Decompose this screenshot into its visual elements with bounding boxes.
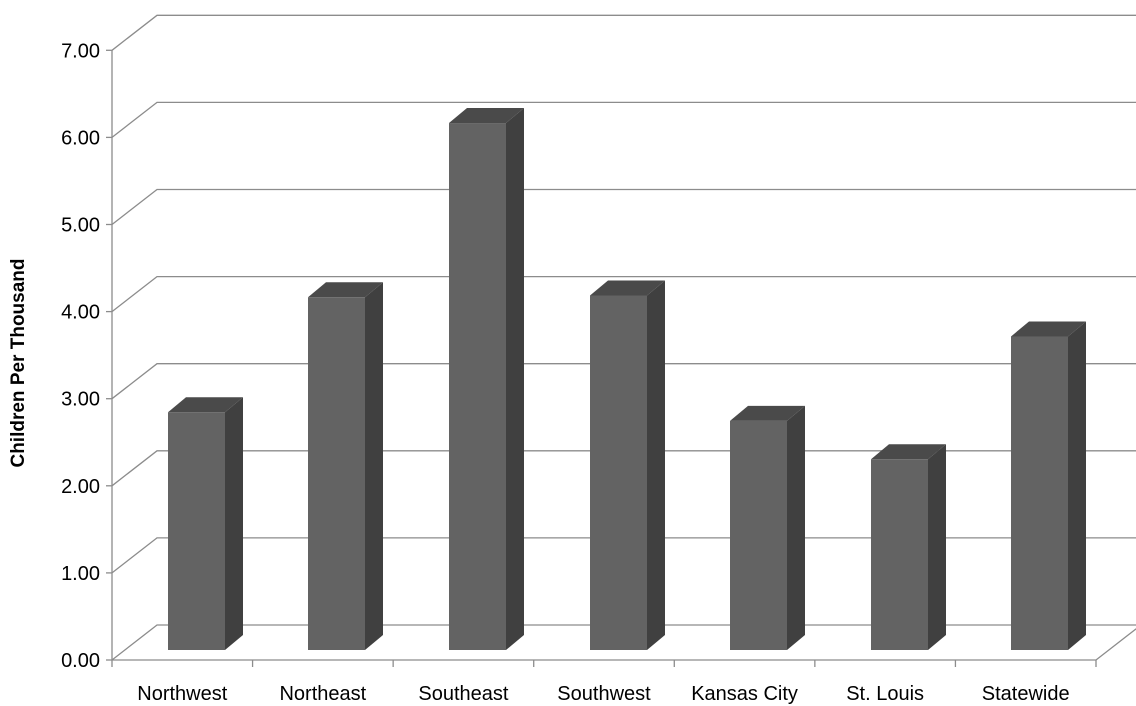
bar-side [928, 444, 946, 650]
x-category-label: Southwest [557, 683, 651, 705]
bar-top [449, 108, 524, 124]
gridline [111, 363, 1136, 400]
bar-top [1011, 321, 1086, 337]
gridline [111, 101, 1136, 138]
bar-front [168, 412, 225, 650]
bar-top [730, 405, 805, 421]
y-tick-labels: 0.00 1.00 2.00 3.00 4.00 5.00 6.00 7.00 [61, 40, 100, 672]
x-category-label: Northeast [279, 683, 366, 705]
gridline [111, 450, 1136, 487]
gridline [111, 14, 1136, 51]
x-category-label: Northwest [137, 683, 227, 705]
bar-top [590, 280, 665, 296]
gridline [111, 275, 1136, 313]
y-tick-label: 1.00 [61, 563, 100, 585]
bar-side [647, 280, 665, 650]
bar-side [365, 282, 383, 650]
bars [168, 108, 1086, 651]
x-category-labels: Northwest Northeast Southeast Southwest Kans… [137, 683, 1069, 705]
y-tick-label: 0.00 [61, 650, 100, 672]
bar-front [730, 420, 787, 650]
bar-front [871, 459, 928, 650]
y-tick-label: 5.00 [61, 215, 100, 237]
bar [449, 108, 524, 651]
bar-front [1011, 336, 1068, 650]
bar [308, 282, 383, 650]
y-tick-label: 4.00 [61, 302, 100, 324]
bar-side [1068, 321, 1086, 650]
bar [871, 444, 946, 650]
bar-top [871, 444, 946, 460]
x-category-label: Kansas City [691, 683, 798, 705]
y-tick-label: 6.00 [61, 127, 100, 149]
x-category-label: Statewide [982, 683, 1070, 705]
y-tick-label: 7.00 [61, 40, 100, 62]
bar [590, 280, 665, 650]
bar [168, 397, 243, 650]
bar-front [449, 123, 506, 651]
bar-side [506, 108, 524, 651]
bar-top [308, 282, 383, 298]
gridline [111, 188, 1136, 226]
y-axis-title: Children Per Thousand [8, 258, 29, 467]
bar-side [787, 405, 805, 650]
gridline [111, 624, 1136, 661]
x-category-label: Southeast [418, 683, 509, 705]
axes [106, 49, 1136, 667]
bar-top [168, 397, 243, 413]
gridlines [111, 14, 1136, 661]
bar [730, 405, 805, 650]
y-tick-label: 3.00 [61, 389, 100, 411]
bar-side [225, 397, 243, 650]
bar-front [590, 295, 647, 650]
x-category-label: St. Louis [846, 683, 924, 705]
bar [1011, 321, 1086, 650]
gridline [111, 537, 1136, 574]
bar-front [308, 297, 365, 650]
y-tick-label: 2.00 [61, 476, 100, 498]
